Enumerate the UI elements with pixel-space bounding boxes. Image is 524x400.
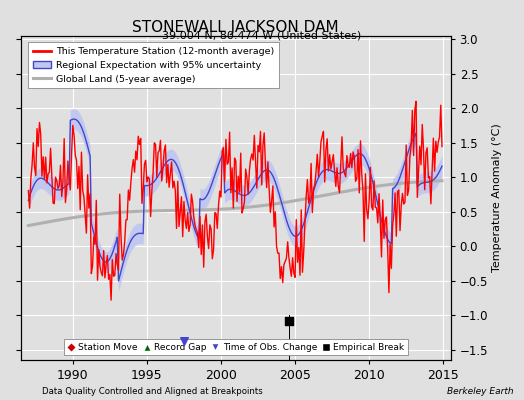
Text: 39.004 N, 80.474 W (United States): 39.004 N, 80.474 W (United States) [162,30,362,40]
Legend: Station Move, Record Gap, Time of Obs. Change, Empirical Break: Station Move, Record Gap, Time of Obs. C… [63,339,408,356]
Text: Berkeley Earth: Berkeley Earth [447,387,514,396]
Point [285,318,293,324]
Title: STONEWALL JACKSON DAM: STONEWALL JACKSON DAM [133,20,339,35]
Text: Data Quality Controlled and Aligned at Breakpoints: Data Quality Controlled and Aligned at B… [42,387,263,396]
Y-axis label: Temperature Anomaly (°C): Temperature Anomaly (°C) [493,124,503,272]
Point [180,338,188,344]
